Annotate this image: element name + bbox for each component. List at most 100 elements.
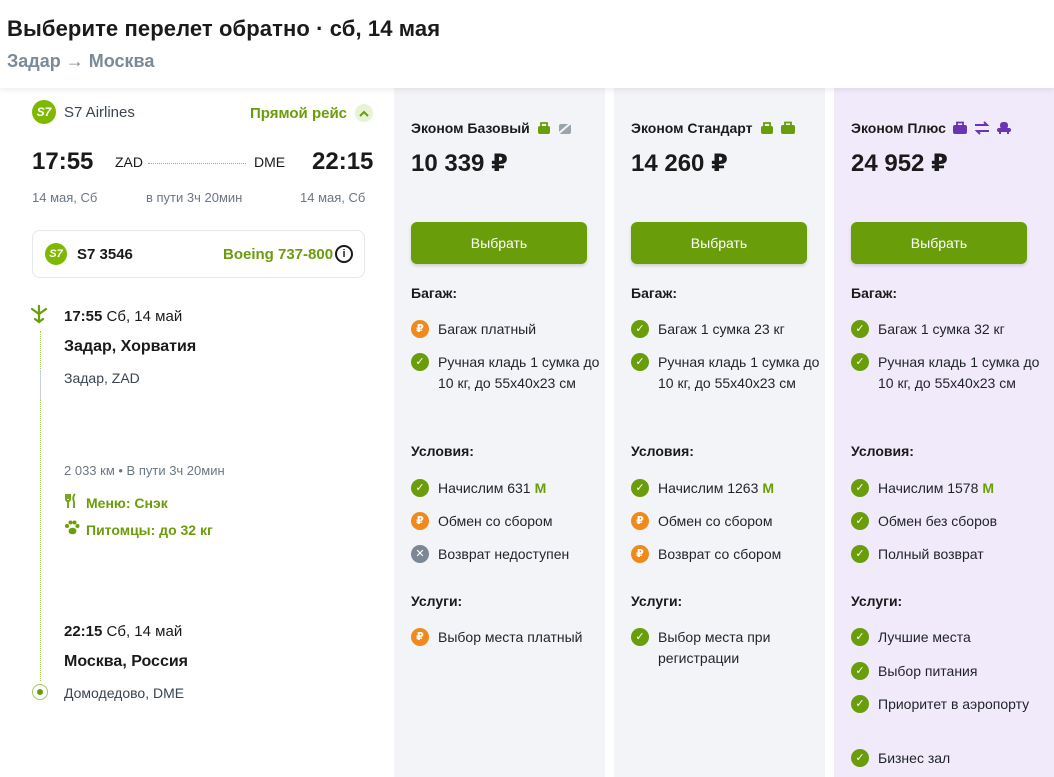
route-subtitle: Задар → Москва <box>7 51 155 71</box>
exchange-icon <box>974 121 990 135</box>
feature-item: ✓ Багаж 1 сумка 23 кг <box>631 319 821 340</box>
services-heading: Услуги: <box>411 593 463 609</box>
aircraft-type: Boeing 737-800 <box>223 246 334 263</box>
check-icon: ✓ <box>631 628 649 646</box>
feature-item: ✓ Бизнес зал <box>851 748 1041 769</box>
pets-info: Питомцы: до 32 кг <box>64 520 213 539</box>
check-icon: ✓ <box>631 320 649 338</box>
check-icon: ✓ <box>851 628 869 646</box>
feature-item: ✓ Выбор места при регистрации <box>631 627 821 669</box>
miles-icon: M <box>762 480 775 496</box>
fork-knife-icon <box>64 493 86 513</box>
feature-text: Лучшие места <box>878 629 971 645</box>
select-button[interactable]: Выбрать <box>631 222 807 264</box>
arrival-date: 14 мая, Сб <box>300 190 366 205</box>
feature-item: ✓ Выбор питания <box>851 661 1041 682</box>
conditions-heading: Условия: <box>411 443 474 459</box>
flight-number-card: S7 S7 3546 Boeing 737-800 i <box>32 230 365 278</box>
feature-text: Ручная кладь 1 сумка до 10 кг, до 55x40x… <box>438 354 600 391</box>
flight-details-panel: S7 S7 Airlines Прямой рейс 17:55 ZAD DME… <box>0 88 393 777</box>
check-icon: ✓ <box>851 749 869 767</box>
no-baggage-icon <box>557 121 573 135</box>
feature-item: ₽ Обмен со сбором <box>631 511 821 532</box>
tariff-economy-standard: Эконом Стандарт 14 260 ₽ Выбрать Багаж: … <box>614 88 825 777</box>
feature-item: ✓ Багаж 1 сумка 32 кг <box>851 319 1041 340</box>
feature-text: Выбор места платный <box>438 629 583 645</box>
baggage-icon <box>952 121 967 134</box>
timeline-departure-time: 17:55 <box>64 308 103 325</box>
conditions-heading: Условия: <box>631 443 694 459</box>
tariff-economy-plus: Эконом Плюс 24 952 ₽ Выбрать Багаж: ✓ Баг… <box>834 88 1054 777</box>
menu-label: Меню: Снэк <box>86 495 168 511</box>
feature-text: Возврат недоступен <box>438 546 570 562</box>
feature-item: ✓ Начислим 1263 M <box>631 478 821 499</box>
feature-item: ✓ Лучшие места <box>851 627 1041 648</box>
feature-text: Выбор места при регистрации <box>658 629 771 666</box>
miles-icon: M <box>534 480 547 496</box>
feature-item: ✓ Ручная кладь 1 сумка до 10 кг, до 55x40… <box>411 352 601 394</box>
select-button[interactable]: Выбрать <box>851 222 1027 264</box>
services-heading: Услуги: <box>631 593 683 609</box>
check-icon: ✓ <box>851 320 869 338</box>
check-icon: ✓ <box>851 662 869 680</box>
flight-duration: в пути 3ч 20мин <box>146 190 243 205</box>
feature-item: ✓ Обмен без сборов <box>851 511 1041 532</box>
tariff-economy-basic: Эконом Базовый 10 339 ₽ Выбрать Багаж: ₽… <box>394 88 605 777</box>
feature-item: ✓ Начислим 1578 M <box>851 478 1041 499</box>
feature-item: ✕ Возврат недоступен <box>411 544 601 565</box>
tariff-name-text: Эконом Базовый <box>411 120 530 136</box>
check-icon: ✓ <box>631 353 649 371</box>
feature-text: Ручная кладь 1 сумка до 10 кг, до 55x40x… <box>878 354 1040 391</box>
destination-target-icon <box>32 684 48 700</box>
feature-item: ₽ Багаж платный <box>411 319 601 340</box>
tariff-name-text: Эконом Плюс <box>851 120 946 136</box>
check-icon: ✓ <box>851 512 869 530</box>
airline-name: S7 Airlines <box>64 103 135 121</box>
cross-icon: ✕ <box>411 545 429 563</box>
check-icon: ✓ <box>851 545 869 563</box>
check-icon: ✓ <box>631 479 649 497</box>
paid-icon: ₽ <box>631 512 649 530</box>
timeline-line <box>40 331 41 681</box>
s7-logo-icon: S7 <box>32 100 56 124</box>
tariff-price: 14 260 ₽ <box>631 150 728 177</box>
baggage-heading: Багаж: <box>851 285 898 301</box>
chevron-up-icon[interactable] <box>355 104 374 122</box>
tariff-name: Эконом Базовый <box>411 120 573 136</box>
arrival-code: DME <box>254 154 286 170</box>
arrival-city: Москва, Россия <box>64 653 189 670</box>
tariff-price: 24 952 ₽ <box>851 150 948 177</box>
departure-date: 14 мая, Сб <box>32 190 98 205</box>
airline: S7 S7 Airlines <box>32 100 135 124</box>
arrival-airport: Домодедово, DME <box>64 685 185 701</box>
feature-text: Начислим 1263 <box>658 480 759 496</box>
select-button[interactable]: Выбрать <box>411 222 587 264</box>
paid-icon: ₽ <box>411 320 429 338</box>
distance-duration: 2 033 км • В пути 3ч 20мин <box>64 463 225 478</box>
tariff-name: Эконом Плюс <box>851 120 1012 136</box>
departure-city: Задар, Хорватия <box>64 338 197 355</box>
departure-time: 17:55 <box>32 148 94 175</box>
departure-airport: Задар, ZAD <box>64 370 140 386</box>
feature-item: ✓ Ручная кладь 1 сумка до 10 кг, до 55x40… <box>631 352 821 394</box>
direct-flight-label: Прямой рейс <box>250 104 348 122</box>
feature-text: Багаж платный <box>438 321 537 337</box>
feature-text: Багаж 1 сумка 32 кг <box>878 321 1005 337</box>
departure-code: ZAD <box>115 154 143 170</box>
feature-item: ✓ Ручная кладь 1 сумка до 10 кг, до 55x40… <box>851 352 1041 394</box>
feature-text: Приоритет в аэропорту <box>878 696 1030 712</box>
timeline-segment <box>40 370 41 400</box>
baggage-heading: Багаж: <box>631 285 678 301</box>
feature-text: Начислим 631 <box>438 480 531 496</box>
feature-item: ✓ Начислим 631 M <box>411 478 601 499</box>
direct-flight-toggle[interactable]: Прямой рейс <box>250 104 374 122</box>
check-icon: ✓ <box>851 479 869 497</box>
timeline-arrival-time: 22:15 <box>64 623 103 640</box>
s7-logo-icon: S7 <box>45 243 67 265</box>
timeline-arrival-day: Сб, 14 май <box>106 623 183 640</box>
tariff-price: 10 339 ₽ <box>411 150 508 177</box>
feature-text: Ручная кладь 1 сумка до 10 кг, до 55x40x… <box>658 354 820 391</box>
timeline-departure-day: Сб, 14 май <box>106 308 183 325</box>
check-icon: ✓ <box>851 353 869 371</box>
info-icon[interactable]: i <box>335 245 353 263</box>
